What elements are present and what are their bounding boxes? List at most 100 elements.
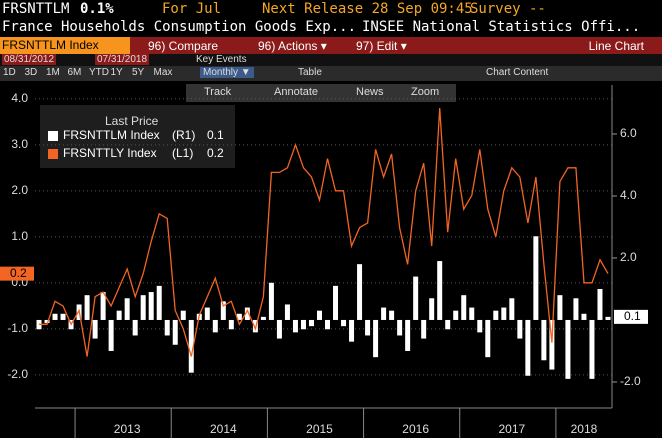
tool-button[interactable]: Zoom — [411, 86, 440, 98]
survey: Survey -- — [470, 1, 546, 17]
bar — [589, 319, 595, 379]
bar — [276, 319, 282, 339]
bar — [581, 313, 587, 320]
range-button[interactable]: 1D — [3, 67, 16, 78]
chart-content[interactable]: Chart Content — [486, 67, 549, 78]
bar — [325, 319, 331, 330]
key-events[interactable]: Key Events — [196, 54, 247, 65]
tool-button[interactable]: News — [356, 86, 384, 98]
bar — [493, 310, 499, 320]
bar — [405, 319, 411, 351]
last-flag-label: 0.1 — [624, 309, 641, 323]
bar — [308, 319, 314, 327]
bar — [445, 319, 451, 330]
legend-last: 0.2 — [207, 146, 224, 160]
bar — [597, 288, 603, 320]
bar — [421, 319, 427, 339]
legend-label: FRSNTTLY Index — [63, 146, 157, 160]
bar — [172, 319, 178, 345]
chart-kind: Line Chart — [588, 39, 644, 53]
start-date[interactable]: 08/31/2012 — [2, 54, 57, 65]
bar — [605, 316, 611, 320]
x-tick-label: 2016 — [402, 422, 429, 436]
legend-box — [40, 105, 235, 168]
chart: Last Price 4.03.02.01.00.0-1.0-2.06.04.0… — [0, 85, 648, 438]
range-row: Monthly ▼ Table Chart Content 1D 3D 1M 6M YT… — [0, 66, 662, 81]
range-button[interactable]: 3D — [24, 67, 38, 78]
legend-axis: (R1) — [172, 128, 195, 142]
x-tick-label: 2018 — [571, 422, 598, 436]
table-button[interactable]: Table — [298, 67, 322, 78]
ticker: FRSNTTLM — [2, 1, 70, 17]
bar — [140, 295, 146, 320]
tool-button[interactable]: Annotate — [274, 86, 319, 98]
bar — [92, 319, 98, 339]
bar — [236, 313, 242, 320]
bar — [389, 310, 395, 320]
bar — [268, 282, 274, 320]
menu-bar: FRSNTTLM Index 96) Compare 96) Actions ▾… — [0, 37, 662, 54]
legend-label: FRSNTTLM Index — [63, 128, 160, 142]
legend-swatch — [48, 131, 58, 141]
bar — [300, 319, 306, 330]
bar — [292, 319, 298, 333]
range-button[interactable]: 1M — [46, 67, 60, 78]
tool-button[interactable]: Track — [204, 86, 232, 98]
y-tick-label: 3.0 — [11, 137, 28, 151]
bar — [116, 310, 122, 320]
last-flag — [614, 309, 648, 324]
bar — [316, 310, 322, 320]
bar — [180, 310, 186, 320]
bar — [148, 292, 154, 320]
y2-tick-label: 4.0 — [620, 188, 637, 202]
bar — [84, 295, 90, 320]
bar — [349, 319, 355, 342]
menu-compare[interactable]: 96) Compare — [148, 39, 219, 53]
y-tick-label: 1.0 — [11, 229, 28, 243]
date-row: 08/31/2012 07/31/2018 Key Events — [0, 54, 662, 66]
security-field[interactable]: FRSNTTLM Index — [0, 37, 130, 54]
bar — [573, 298, 579, 320]
range-button[interactable]: 5Y — [132, 67, 145, 78]
legend-swatch — [48, 149, 58, 159]
y-tick-label: 2.0 — [11, 183, 28, 197]
range-button[interactable]: Max — [153, 67, 173, 78]
x-tick-label: 2015 — [306, 422, 333, 436]
bar — [156, 285, 162, 320]
bar — [333, 285, 339, 320]
bar — [220, 301, 226, 320]
end-date[interactable]: 07/31/2018 — [95, 54, 150, 65]
y-tick-label: -1.0 — [7, 321, 28, 335]
bar — [284, 304, 290, 320]
bar — [413, 276, 419, 320]
bar — [485, 319, 491, 358]
frequency[interactable]: Monthly ▼ — [200, 67, 254, 78]
last-value: 0.1% — [80, 1, 114, 17]
range-button[interactable]: 6M — [67, 67, 82, 78]
release: Next Release 28 Sep 09:45 — [262, 1, 473, 17]
bar — [461, 295, 467, 320]
legend-last: 0.1 — [207, 128, 224, 142]
x-tick-label: 2014 — [210, 422, 237, 436]
bar — [373, 319, 379, 358]
menu-edit[interactable]: 97) Edit ▾ — [356, 39, 407, 53]
x-tick-label: 2017 — [498, 422, 525, 436]
line — [39, 107, 609, 357]
legend-axis: (L1) — [172, 146, 193, 160]
y2-tick-label: -2.0 — [620, 374, 641, 388]
bar — [541, 319, 547, 361]
bar — [228, 319, 234, 330]
menu-actions[interactable]: 96) Actions ▾ — [258, 39, 327, 53]
y-tick-label: -2.0 — [7, 367, 28, 381]
range-button[interactable]: 1Y — [110, 67, 123, 78]
bar — [397, 319, 403, 336]
description-row: France Households Consumption Goods Exp.… — [0, 19, 662, 37]
bar — [52, 313, 58, 320]
range-button[interactable]: YTD — [89, 67, 109, 78]
bar — [124, 298, 130, 320]
bar — [365, 319, 371, 336]
bar — [533, 236, 539, 320]
bar — [477, 319, 483, 333]
bar — [381, 307, 387, 320]
